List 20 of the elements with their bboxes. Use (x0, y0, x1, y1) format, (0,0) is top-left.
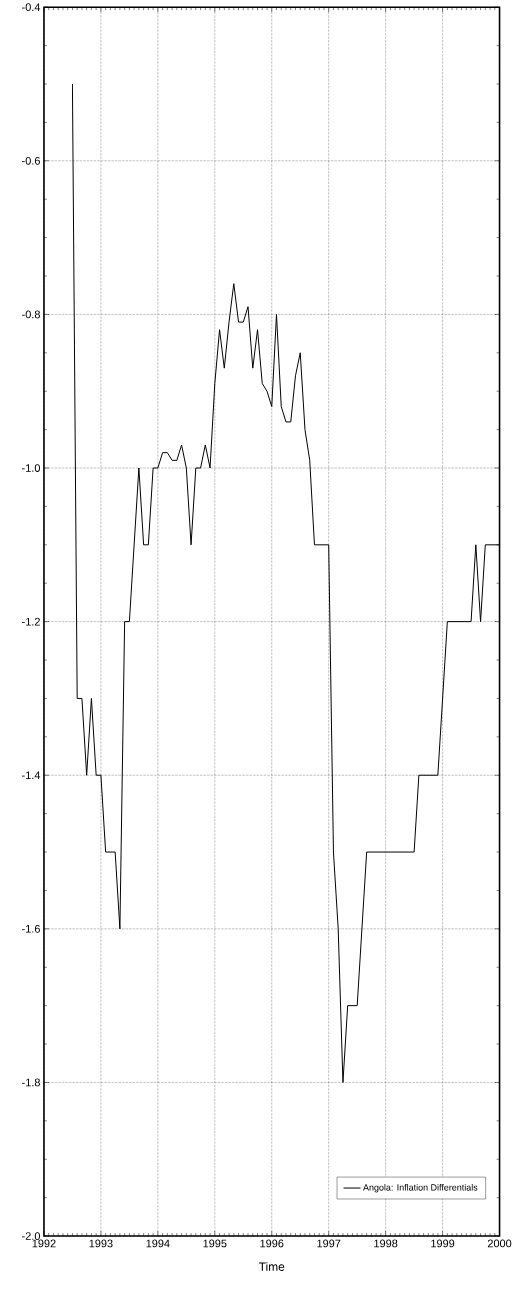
y-tick-label: -1.6 (22, 924, 41, 933)
y-tick-label: -0.4 (22, 3, 41, 12)
x-tick-label: 1998 (374, 1239, 398, 1248)
legend-label: Angola: Inflation Differentials (363, 1184, 478, 1193)
x-tick-label: 2000 (488, 1239, 512, 1248)
x-tick-label: 1993 (89, 1239, 113, 1248)
x-tick-label: 1994 (146, 1239, 170, 1248)
y-tick-label: -1.0 (22, 464, 41, 472)
x-tick-label: 1997 (317, 1239, 341, 1248)
y-tick-label: -0.6 (22, 156, 41, 165)
y-tick-label: -2.0 (22, 1232, 41, 1240)
x-tick-label: 1996 (260, 1239, 284, 1248)
x-tick-label: 1995 (203, 1239, 227, 1248)
y-tick-label: -1.4 (22, 771, 41, 779)
x-tick-label: 1999 (431, 1239, 455, 1248)
x-axis-title: Time (259, 1262, 285, 1271)
y-tick-label: -1.8 (22, 1078, 41, 1087)
y-tick-label: -1.2 (22, 617, 41, 626)
x-tick-label: 1992 (32, 1239, 56, 1248)
y-tick-label: -0.8 (22, 310, 41, 319)
